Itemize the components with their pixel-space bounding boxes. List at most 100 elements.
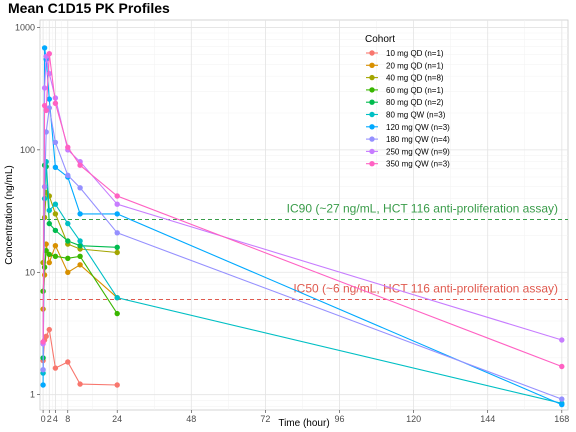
legend-key-point — [369, 87, 375, 93]
data-point — [40, 339, 46, 345]
data-point — [65, 238, 71, 244]
x-tick-label: 24 — [112, 414, 122, 424]
data-point — [77, 243, 83, 249]
legend-key-point — [369, 148, 375, 155]
data-point — [41, 264, 48, 270]
data-point — [65, 255, 71, 261]
data-point — [114, 211, 120, 217]
data-point — [114, 244, 120, 250]
data-point — [77, 162, 83, 168]
data-point — [52, 365, 59, 371]
x-tick-label: 4 — [53, 414, 58, 424]
legend-key-point — [369, 62, 375, 68]
data-point — [52, 139, 59, 146]
x-tick-label: 0 — [41, 414, 46, 424]
legend: Cohort 10 mg QD (n=1) 20 mg QD (n=1) 40 mg… — [365, 34, 450, 169]
x-axis: 0 2 4 8 24 48 72 96 120 144 168 — [41, 410, 569, 424]
data-point — [65, 359, 71, 365]
x-tick-label: 144 — [480, 414, 495, 424]
data-point — [65, 220, 71, 227]
legend-item-label: 120 mg QW (n=3) — [386, 123, 450, 132]
data-point — [114, 295, 120, 301]
series-group — [40, 248, 120, 317]
data-point — [46, 259, 52, 266]
legend-item-label: 80 mg QD (n=2) — [386, 98, 444, 107]
x-tick-label: 72 — [260, 414, 270, 424]
legend-item-label: 250 mg QW (n=9) — [386, 147, 450, 156]
data-point — [52, 243, 59, 249]
legend-item-label: 40 mg QD (n=8) — [386, 74, 444, 83]
x-axis-title: Time (hour) — [278, 418, 329, 429]
data-point — [40, 367, 46, 373]
data-series — [40, 45, 565, 408]
x-tick-label: 8 — [65, 414, 70, 424]
series-group — [40, 51, 565, 370]
data-point — [46, 207, 52, 214]
data-point — [52, 227, 59, 234]
data-point — [41, 102, 48, 109]
data-point — [114, 193, 120, 199]
data-point — [65, 172, 71, 178]
data-point — [46, 326, 52, 333]
data-point — [77, 211, 83, 217]
data-point — [46, 220, 52, 227]
y-axis: 1 10 100 1000 — [15, 22, 40, 400]
legend-item-label: 10 mg QD (n=1) — [386, 49, 444, 58]
data-point — [43, 333, 49, 339]
legend-item-label: 180 mg QW (n=4) — [386, 135, 450, 144]
data-point — [114, 382, 120, 388]
reference-line-label: IC90 (~27 ng/mL, HCT 116 anti-proliferat… — [287, 201, 558, 215]
data-point — [559, 396, 565, 402]
legend-key-point — [369, 124, 375, 130]
data-point — [77, 262, 83, 268]
data-point — [559, 401, 565, 408]
y-axis-title: Concentration (ng/mL) — [4, 165, 15, 265]
series-group — [40, 105, 565, 402]
data-point — [43, 107, 49, 114]
legend-key-point — [369, 74, 375, 81]
data-point — [65, 269, 71, 275]
data-point — [46, 251, 52, 258]
data-point — [52, 253, 59, 259]
data-point — [52, 100, 59, 107]
legend-key-point — [369, 50, 375, 56]
data-point — [46, 51, 52, 57]
legend-title: Cohort — [365, 34, 395, 45]
data-point — [77, 253, 83, 259]
legend-key-point — [369, 161, 375, 167]
x-tick-label: 168 — [554, 414, 569, 424]
data-point — [114, 249, 120, 256]
legend-key-point — [369, 99, 375, 105]
data-point — [559, 363, 565, 370]
legend-item-label: 80 mg QW (n=3) — [386, 111, 446, 120]
chart-title: Mean C1D15 PK Profiles — [8, 0, 170, 16]
data-point — [77, 238, 83, 244]
x-tick-label: 96 — [335, 414, 345, 424]
data-point — [559, 337, 565, 343]
y-tick-label: 100 — [20, 145, 35, 155]
data-point — [52, 211, 59, 217]
data-point — [77, 185, 83, 191]
data-point — [77, 381, 83, 387]
data-point — [114, 310, 120, 317]
legend-item-label: 20 mg QD (n=1) — [386, 61, 444, 70]
data-point — [43, 241, 49, 247]
data-point — [114, 201, 120, 207]
plot-panel — [39, 19, 569, 411]
x-tick-label: 48 — [186, 414, 196, 424]
data-point — [40, 382, 46, 388]
legend-item-label: 350 mg QW (n=3) — [386, 160, 450, 169]
legend-key-point — [369, 111, 375, 118]
x-tick-label: 120 — [406, 414, 421, 424]
data-point — [43, 248, 49, 254]
data-point — [114, 230, 120, 236]
data-point — [41, 45, 48, 51]
data-point — [46, 96, 52, 102]
x-tick-label: 2 — [47, 414, 52, 424]
y-tick-label: 10 — [25, 267, 35, 277]
legend-key-point — [369, 136, 375, 142]
reference-lines: IC90 (~27 ng/mL, HCT 116 anti-proliferat… — [40, 201, 568, 300]
data-point — [41, 85, 48, 91]
legend-item-label: 60 mg QD (n=1) — [386, 86, 444, 95]
